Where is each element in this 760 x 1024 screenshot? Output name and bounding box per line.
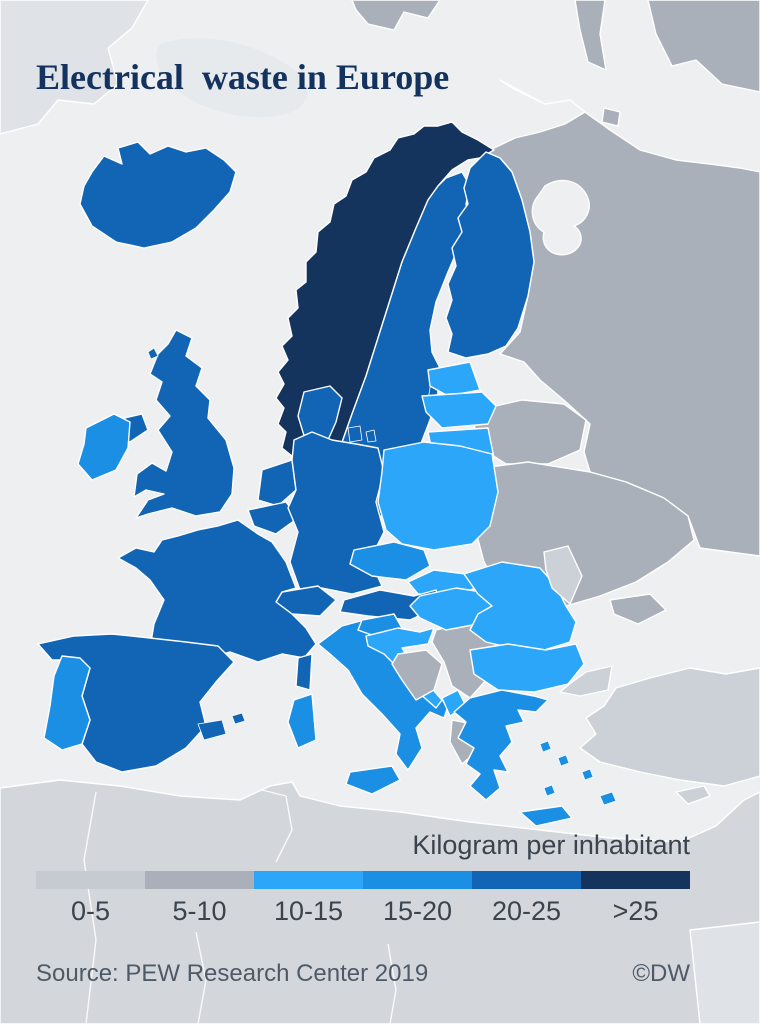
region-turkey-thrace [559, 665, 613, 697]
region-novaya-zemlya [574, 0, 607, 71]
aegean-island [539, 740, 552, 753]
legend-title: Kilogram per inhabitant [412, 830, 690, 860]
aegean-island [557, 754, 570, 767]
region-moldova [543, 545, 583, 605]
corsica-island [295, 653, 313, 691]
africa-border-line [83, 791, 97, 1024]
crete-island [519, 805, 573, 827]
region-greenland [0, 0, 149, 135]
country-latvia [421, 391, 497, 429]
region-arctic-islet [601, 107, 621, 127]
legend-bin-label: 10-15 [273, 896, 344, 926]
legend-labels: 0-5 5-10 10-15 15-20 20-25 >25 [36, 896, 690, 927]
denmark-island [347, 425, 363, 443]
region-shelf [156, 38, 308, 118]
country-finland [445, 151, 535, 359]
legend-bin-label: >25 [612, 896, 659, 926]
legend-bar [36, 871, 690, 889]
country-ireland [77, 413, 131, 481]
footer: Source: PEW Research Center 2019 ©DW [36, 960, 690, 988]
legend-swatch [145, 871, 254, 889]
menorca-island [231, 712, 246, 725]
sardinia-island [287, 693, 317, 749]
country-poland [377, 441, 499, 551]
country-denmark [297, 385, 343, 443]
legend-bin-label: 20-25 [491, 896, 562, 926]
region-crimea [609, 593, 667, 625]
legend-swatch [254, 871, 363, 889]
region-cyprus [675, 785, 711, 805]
aegean-island [581, 768, 594, 781]
denmark-island [365, 429, 377, 443]
white-sea [531, 179, 590, 256]
legend-bin-label: 15-20 [382, 896, 453, 926]
region-turkey [579, 667, 760, 787]
legend-swatch [363, 871, 472, 889]
region-north-africa [0, 779, 760, 1024]
country-greece [453, 689, 549, 801]
region-arctic-islands [647, 0, 760, 93]
legend-bin-label: 0-5 [70, 896, 111, 926]
country-czechia [349, 541, 431, 581]
legend-swatch [581, 871, 690, 889]
country-portugal [43, 655, 91, 751]
africa-border-line [195, 931, 207, 1024]
legend-swatch [472, 871, 581, 889]
africa-border-line [261, 789, 293, 863]
page-title: Electrical waste in Europe [36, 57, 450, 98]
region-bosnia [391, 649, 443, 701]
mallorca-island [197, 719, 227, 741]
country-bulgaria [469, 643, 585, 693]
region-nile-delta [689, 921, 760, 1024]
africa-border-line [387, 943, 397, 1024]
dw-copyright: ©DW [632, 960, 690, 987]
country-netherlands [257, 459, 297, 507]
country-belgium [247, 501, 299, 535]
hebrides-island [147, 347, 159, 360]
region-svalbard [351, 0, 441, 31]
aegean-island [543, 784, 556, 797]
source-credit: Source: PEW Research Center 2019 [36, 960, 429, 987]
legend: Kilogram per inhabitant 0-5 5-10 10-15 15-2… [36, 830, 690, 927]
rhodes-island [599, 791, 617, 806]
country-iceland [79, 141, 237, 249]
legend-swatch [36, 871, 145, 889]
legend-bin-label: 5-10 [172, 896, 227, 926]
sicily-island [345, 765, 401, 795]
country-united-kingdom [133, 329, 235, 519]
